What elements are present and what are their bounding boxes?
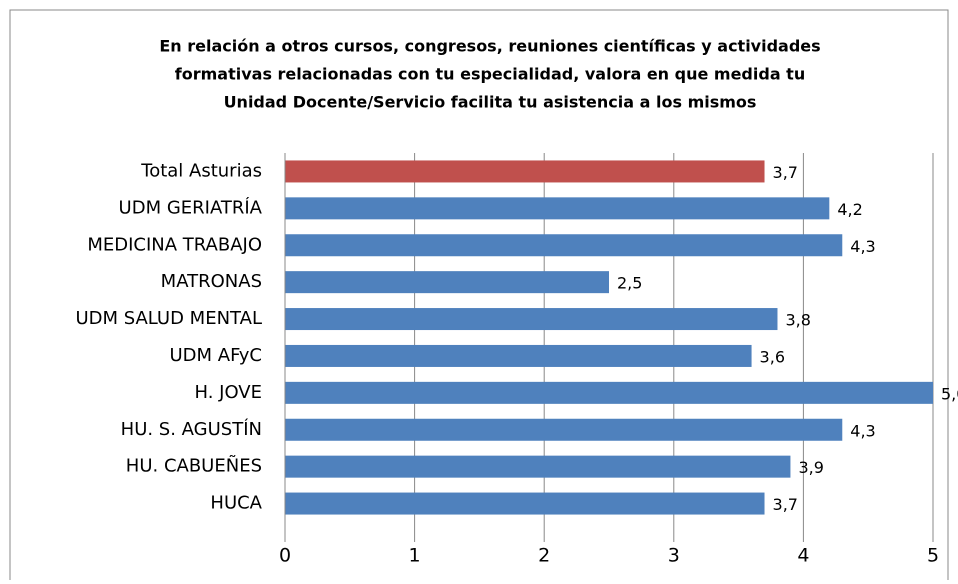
bar xyxy=(285,234,843,257)
chart-frame xyxy=(9,9,949,584)
value-label: 4,3 xyxy=(850,421,875,440)
bar xyxy=(285,418,843,441)
y-tick-label: H. JOVE xyxy=(194,382,262,403)
y-tick-label: HU. S. AGUSTÍN xyxy=(121,418,262,440)
y-tick-label: UDM SALUD MENTAL xyxy=(75,308,262,329)
y-tick-label: UDM AFyC xyxy=(169,345,262,366)
x-tick-label: 2 xyxy=(538,545,550,567)
value-label: 3,7 xyxy=(773,495,798,514)
y-tick-label: UDM GERIATRÍA xyxy=(119,196,263,218)
bar xyxy=(285,344,752,367)
y-tick-label: Total Asturias xyxy=(140,160,262,181)
value-label: 5,0 xyxy=(941,384,958,403)
bar xyxy=(285,160,765,183)
value-label: 3,6 xyxy=(760,347,785,366)
y-tick-label: MATRONAS xyxy=(161,271,262,292)
value-label: 4,3 xyxy=(850,237,875,256)
value-label: 2,5 xyxy=(617,274,642,293)
bar xyxy=(285,271,609,294)
y-tick-label: HUCA xyxy=(210,493,262,514)
bar xyxy=(285,197,830,220)
x-tick-label: 1 xyxy=(409,545,421,567)
chart-title: En relación a otros cursos, congresos, r… xyxy=(159,37,820,56)
x-tick-label: 3 xyxy=(668,545,680,567)
bar xyxy=(285,381,933,404)
chart-title: formativas relacionadas con tu especiali… xyxy=(175,65,805,84)
x-tick-label: 5 xyxy=(927,545,939,567)
y-tick-label: HU. CABUEÑES xyxy=(126,455,262,477)
x-tick-label: 0 xyxy=(279,545,291,567)
x-tick-label: 4 xyxy=(797,545,809,567)
value-label: 4,2 xyxy=(837,200,862,219)
bar xyxy=(285,308,778,331)
value-label: 3,8 xyxy=(785,311,810,330)
bar xyxy=(285,455,791,478)
value-label: 3,7 xyxy=(773,163,798,182)
y-tick-label: MEDICINA TRABAJO xyxy=(87,234,262,255)
value-label: 3,9 xyxy=(798,458,823,477)
chart-title: Unidad Docente/Servicio facilita tu asis… xyxy=(224,93,757,112)
bar xyxy=(285,492,765,515)
